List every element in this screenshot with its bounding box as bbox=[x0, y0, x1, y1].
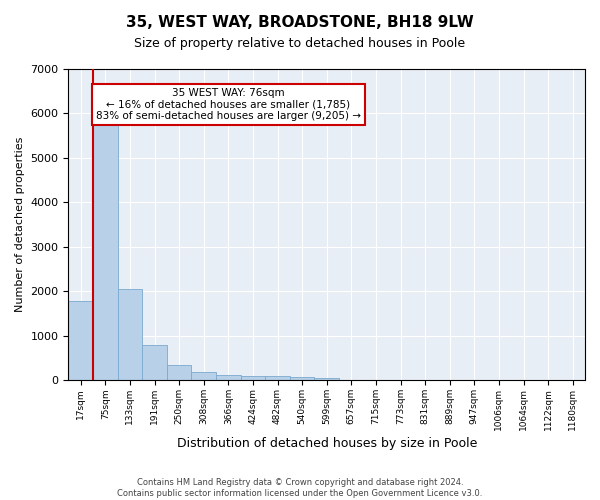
Bar bbox=[290, 376, 314, 380]
Bar bbox=[191, 372, 216, 380]
Text: Size of property relative to detached houses in Poole: Size of property relative to detached ho… bbox=[134, 38, 466, 51]
Bar bbox=[142, 344, 167, 380]
Bar bbox=[68, 301, 93, 380]
Bar bbox=[118, 288, 142, 380]
Text: 35 WEST WAY: 76sqm
← 16% of detached houses are smaller (1,785)
83% of semi-deta: 35 WEST WAY: 76sqm ← 16% of detached hou… bbox=[96, 88, 361, 121]
Bar bbox=[241, 376, 265, 380]
Text: Contains HM Land Registry data © Crown copyright and database right 2024.
Contai: Contains HM Land Registry data © Crown c… bbox=[118, 478, 482, 498]
Text: 35, WEST WAY, BROADSTONE, BH18 9LW: 35, WEST WAY, BROADSTONE, BH18 9LW bbox=[126, 15, 474, 30]
Y-axis label: Number of detached properties: Number of detached properties bbox=[15, 137, 25, 312]
Bar bbox=[216, 375, 241, 380]
X-axis label: Distribution of detached houses by size in Poole: Distribution of detached houses by size … bbox=[176, 437, 477, 450]
Bar bbox=[93, 122, 118, 380]
Bar bbox=[167, 365, 191, 380]
Bar bbox=[265, 376, 290, 380]
Bar bbox=[314, 378, 339, 380]
